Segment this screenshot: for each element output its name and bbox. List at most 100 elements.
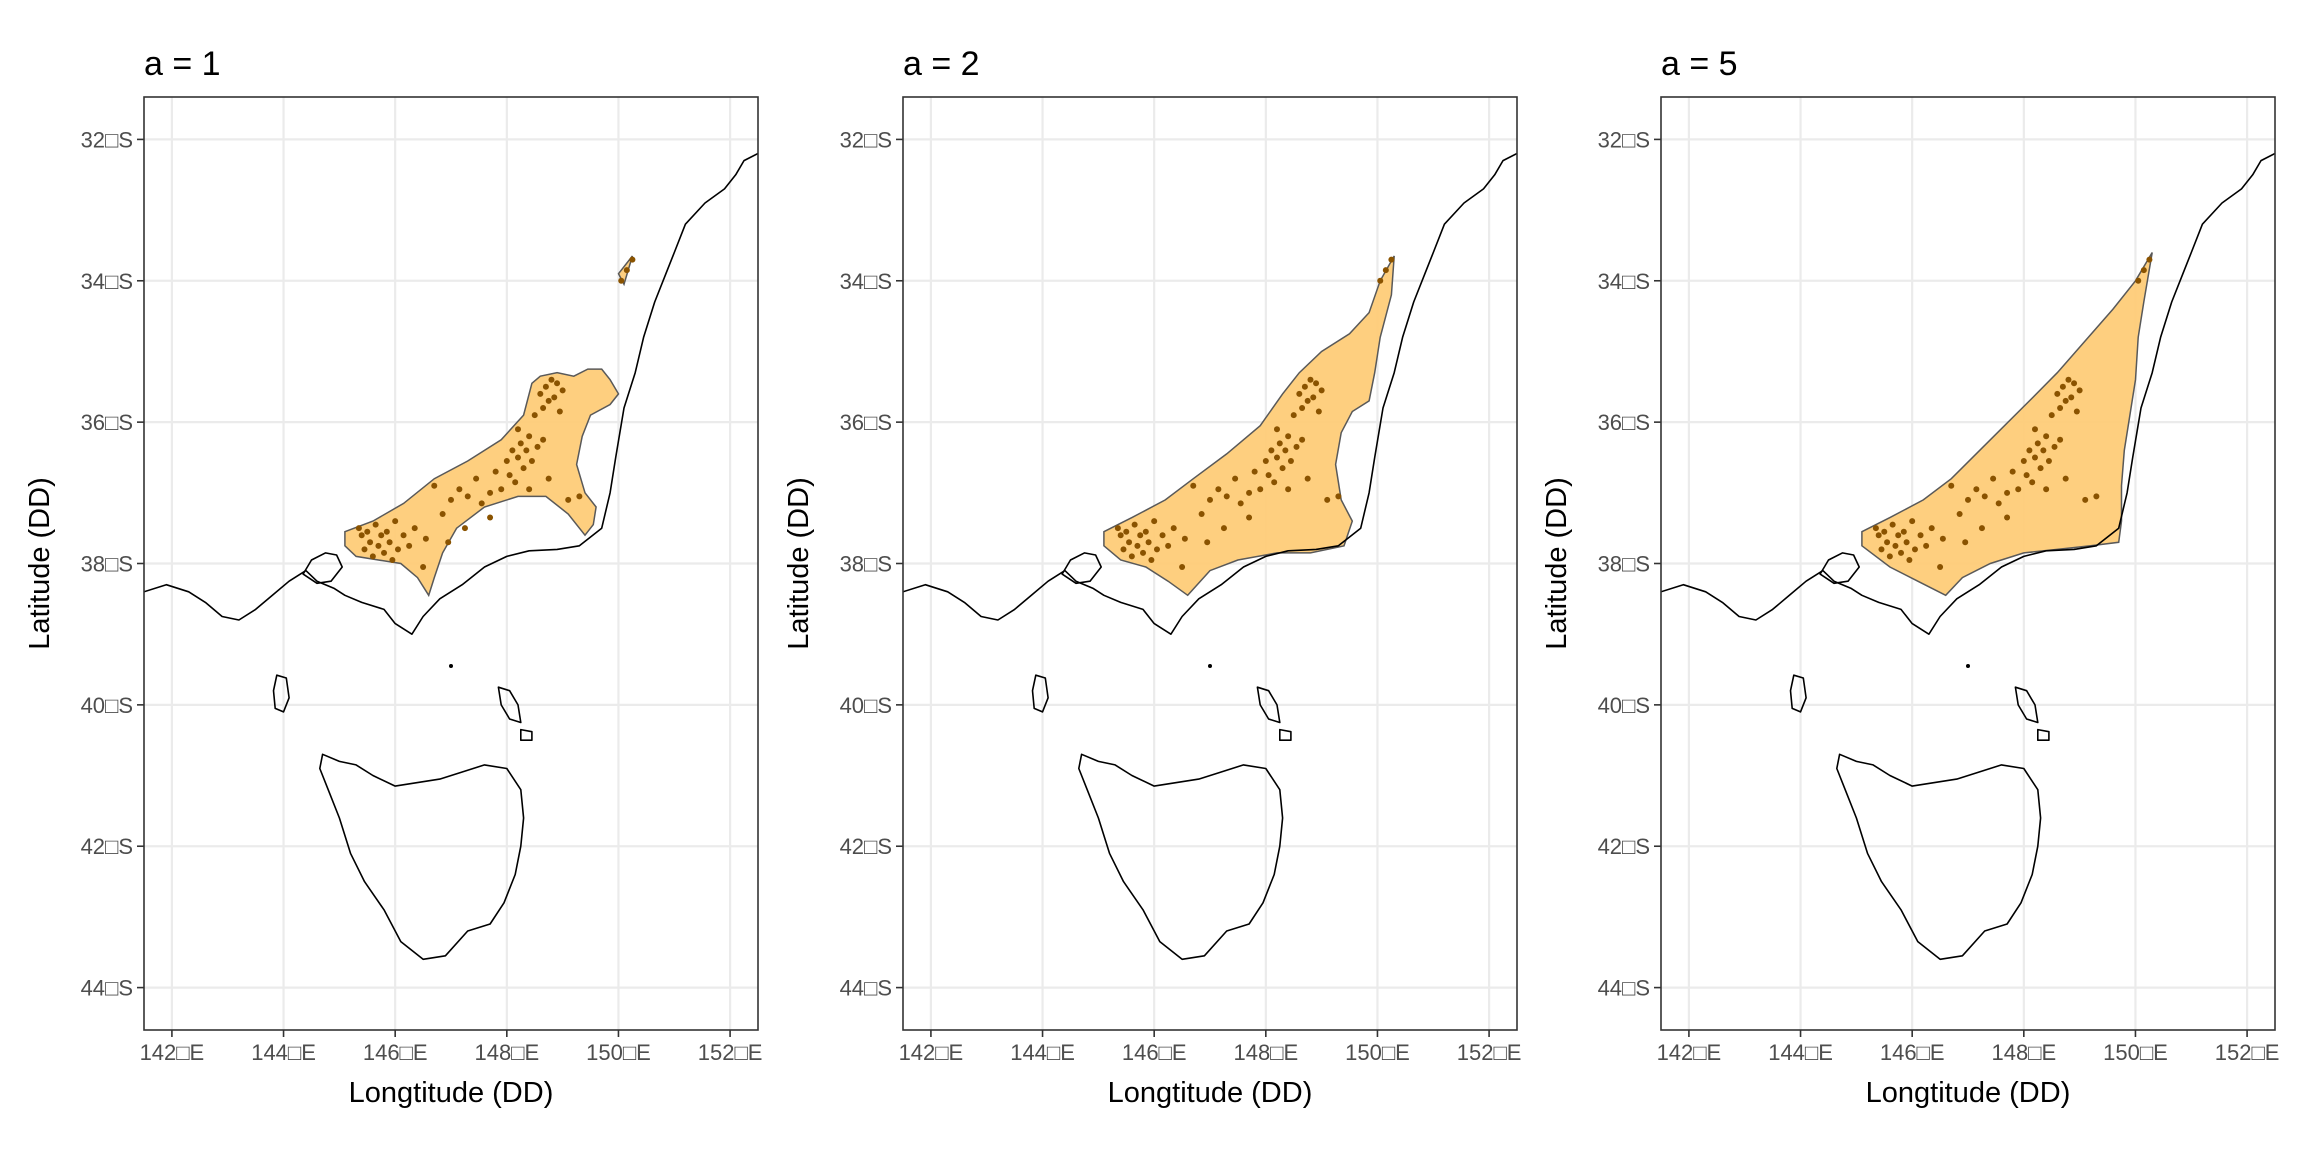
observation-point: [2004, 515, 2010, 521]
observation-point: [1948, 483, 1954, 489]
observation-point: [473, 476, 479, 482]
observation-point: [565, 497, 571, 503]
observation-point: [1140, 550, 1146, 556]
observation-point: [412, 525, 418, 531]
observation-point: [2032, 454, 2038, 460]
observation-point: [2029, 479, 2035, 485]
observation-point: [1973, 486, 1979, 492]
observation-point: [440, 511, 446, 517]
observation-point: [523, 447, 529, 453]
observation-point: [2060, 384, 2066, 390]
observation-point: [1179, 564, 1185, 570]
observation-point: [384, 529, 390, 535]
observation-point: [2057, 437, 2063, 443]
observation-point: [2135, 278, 2141, 284]
y-tick-label: 40□S: [1598, 693, 1650, 718]
observation-point: [1285, 433, 1291, 439]
observation-point: [2043, 433, 2049, 439]
observation-point: [1207, 497, 1213, 503]
observation-point: [1892, 543, 1898, 549]
x-tick-label: 150□E: [586, 1040, 651, 1065]
observation-point: [1224, 493, 1230, 499]
small-island: [1208, 664, 1212, 668]
observation-point: [1165, 543, 1171, 549]
observation-point: [1909, 518, 1915, 524]
observation-point: [1199, 511, 1205, 517]
observation-point: [554, 380, 560, 386]
observation-point: [1901, 529, 1907, 535]
observation-point: [1940, 536, 1946, 542]
observation-point: [445, 539, 451, 545]
observation-point: [1923, 543, 1929, 549]
observation-point: [2063, 398, 2069, 404]
x-tick-label: 146□E: [363, 1040, 428, 1065]
observation-point: [401, 532, 407, 538]
x-tick-label: 150□E: [2103, 1040, 2168, 1065]
observation-point: [629, 257, 635, 263]
x-tick-label: 152□E: [698, 1040, 763, 1065]
observation-point: [1299, 437, 1305, 443]
observation-point: [1148, 557, 1154, 563]
observation-point: [518, 440, 524, 446]
observation-point: [551, 394, 557, 400]
observation-point: [1302, 384, 1308, 390]
observation-point: [515, 426, 521, 432]
observation-point: [487, 515, 493, 521]
x-axis-title: Longtitude (DD): [349, 1077, 554, 1109]
observation-point: [1182, 536, 1188, 542]
observation-point: [1884, 539, 1890, 545]
x-tick-label: 144□E: [1010, 1040, 1075, 1065]
map-panel-3: 142□E 144□E 146□E 148□E 150□E 152□E32□S34□S36…: [1541, 45, 2279, 1109]
y-tick-label: 36□S: [840, 410, 892, 435]
observation-point: [370, 553, 376, 559]
observation-point: [1912, 546, 1918, 552]
map-panel-2: 142□E 144□E 146□E 148□E 150□E 152□E32□S34□S36…: [783, 45, 1521, 1109]
observation-point: [1876, 532, 1882, 538]
observation-point: [1957, 511, 1963, 517]
observation-point: [2040, 447, 2046, 453]
small-island: [1966, 664, 1970, 668]
x-tick-label: 142□E: [1657, 1040, 1722, 1065]
observation-point: [537, 391, 543, 397]
x-tick-label: 142□E: [899, 1040, 964, 1065]
observation-point: [576, 493, 582, 499]
observation-point: [1204, 539, 1210, 545]
observation-point: [1118, 532, 1124, 538]
observation-point: [521, 465, 527, 471]
observation-point: [2057, 405, 2063, 411]
observation-point: [540, 437, 546, 443]
observation-point: [1881, 529, 1887, 535]
observation-point: [2074, 409, 2080, 415]
observation-point: [1123, 529, 1129, 535]
y-tick-label: 40□S: [840, 693, 892, 718]
observation-point: [364, 529, 370, 535]
observation-point: [2032, 426, 2038, 432]
observation-point: [618, 278, 624, 284]
observation-point: [1310, 394, 1316, 400]
observation-point: [493, 469, 499, 475]
observation-point: [1965, 497, 1971, 503]
y-tick-label: 34□S: [1598, 269, 1650, 294]
observation-point: [543, 384, 549, 390]
observation-point: [456, 486, 462, 492]
x-tick-label: 148□E: [1991, 1040, 2056, 1065]
observation-point: [504, 458, 510, 464]
observation-point: [1305, 398, 1311, 404]
observation-point: [515, 454, 521, 460]
observation-point: [512, 479, 518, 485]
y-tick-label: 36□S: [1598, 410, 1650, 435]
observation-point: [2046, 458, 2052, 464]
x-tick-label: 148□E: [1233, 1040, 1298, 1065]
observation-point: [462, 525, 468, 531]
observation-point: [367, 539, 373, 545]
observation-point: [448, 497, 454, 503]
observation-point: [1274, 454, 1280, 460]
observation-point: [1904, 539, 1910, 545]
observation-point: [526, 433, 532, 439]
observation-point: [1285, 486, 1291, 492]
observation-point: [1221, 525, 1227, 531]
y-tick-label: 44□S: [81, 976, 133, 1001]
observation-point: [1299, 405, 1305, 411]
observation-point: [2043, 486, 2049, 492]
panel-title: a = 1: [144, 45, 221, 83]
